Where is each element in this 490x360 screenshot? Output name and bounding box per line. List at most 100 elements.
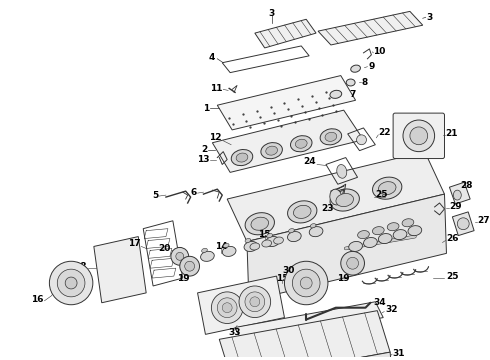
- Text: 32: 32: [385, 305, 398, 314]
- Ellipse shape: [291, 136, 312, 152]
- Ellipse shape: [346, 79, 355, 86]
- Text: 15: 15: [258, 230, 271, 239]
- Ellipse shape: [231, 149, 253, 166]
- Text: 12: 12: [209, 133, 221, 142]
- Polygon shape: [235, 302, 383, 343]
- Polygon shape: [449, 182, 470, 204]
- Text: 25: 25: [446, 271, 459, 280]
- Ellipse shape: [393, 230, 407, 240]
- Circle shape: [410, 127, 428, 145]
- Circle shape: [49, 261, 93, 305]
- Polygon shape: [217, 76, 356, 130]
- Ellipse shape: [330, 189, 359, 211]
- Circle shape: [245, 292, 265, 312]
- Text: 3: 3: [269, 9, 275, 18]
- Ellipse shape: [262, 240, 271, 247]
- Circle shape: [180, 256, 199, 276]
- Ellipse shape: [330, 90, 342, 98]
- Circle shape: [65, 277, 77, 289]
- Ellipse shape: [336, 193, 353, 207]
- Text: 25: 25: [375, 190, 388, 199]
- Circle shape: [285, 261, 328, 305]
- Ellipse shape: [387, 223, 399, 231]
- Text: 18: 18: [74, 262, 87, 271]
- Text: 4: 4: [209, 53, 215, 62]
- Polygon shape: [452, 212, 474, 235]
- Ellipse shape: [266, 237, 279, 247]
- Circle shape: [347, 257, 359, 269]
- Ellipse shape: [223, 243, 229, 248]
- Ellipse shape: [320, 129, 342, 145]
- Text: 14: 14: [215, 242, 227, 251]
- Ellipse shape: [200, 251, 214, 261]
- Ellipse shape: [453, 190, 461, 200]
- Polygon shape: [247, 194, 446, 301]
- Ellipse shape: [273, 237, 283, 244]
- Text: 1: 1: [203, 104, 209, 113]
- Text: 24: 24: [303, 157, 316, 166]
- Circle shape: [222, 303, 232, 312]
- Circle shape: [211, 292, 243, 324]
- Ellipse shape: [250, 243, 260, 250]
- Text: 27: 27: [477, 216, 490, 225]
- Ellipse shape: [289, 229, 294, 233]
- Text: 26: 26: [446, 234, 459, 243]
- Circle shape: [403, 120, 435, 152]
- Ellipse shape: [251, 217, 269, 230]
- Ellipse shape: [378, 182, 396, 195]
- Text: 19: 19: [177, 274, 190, 283]
- Text: 7: 7: [350, 90, 356, 99]
- Ellipse shape: [330, 189, 342, 205]
- Circle shape: [457, 218, 469, 230]
- Ellipse shape: [349, 242, 363, 252]
- Circle shape: [57, 269, 85, 297]
- Ellipse shape: [294, 205, 311, 219]
- Ellipse shape: [201, 248, 207, 252]
- FancyBboxPatch shape: [393, 113, 444, 158]
- Text: 30: 30: [282, 266, 294, 275]
- Text: 3: 3: [427, 13, 433, 22]
- Ellipse shape: [337, 165, 347, 178]
- Text: 21: 21: [445, 129, 458, 138]
- Ellipse shape: [244, 242, 258, 252]
- Text: 29: 29: [449, 202, 462, 211]
- Polygon shape: [220, 311, 390, 360]
- Polygon shape: [197, 276, 285, 334]
- Text: 33: 33: [229, 328, 242, 337]
- Ellipse shape: [245, 213, 274, 235]
- Text: 2: 2: [201, 145, 207, 154]
- Text: 19: 19: [338, 274, 350, 283]
- Text: 16: 16: [31, 295, 44, 304]
- Text: 11: 11: [210, 84, 222, 93]
- Ellipse shape: [288, 201, 317, 223]
- Circle shape: [293, 269, 320, 297]
- Text: 13: 13: [197, 155, 209, 164]
- Circle shape: [239, 286, 270, 318]
- Text: 8: 8: [362, 78, 368, 87]
- Text: 20: 20: [158, 244, 171, 253]
- Text: 6: 6: [190, 188, 196, 197]
- Polygon shape: [94, 237, 146, 303]
- Text: 34: 34: [373, 298, 386, 307]
- Text: 5: 5: [152, 190, 158, 199]
- Circle shape: [250, 297, 260, 307]
- Ellipse shape: [378, 234, 392, 244]
- Ellipse shape: [222, 246, 236, 256]
- Text: 9: 9: [368, 62, 375, 71]
- Circle shape: [176, 252, 184, 260]
- Ellipse shape: [310, 224, 316, 228]
- Ellipse shape: [295, 139, 307, 148]
- Ellipse shape: [325, 132, 337, 141]
- Ellipse shape: [402, 219, 414, 227]
- Text: 15: 15: [276, 274, 289, 283]
- Text: 10: 10: [373, 48, 386, 57]
- Ellipse shape: [288, 231, 301, 242]
- Polygon shape: [232, 352, 391, 360]
- Circle shape: [217, 298, 237, 318]
- Polygon shape: [212, 110, 364, 172]
- Text: 23: 23: [321, 204, 334, 213]
- Text: 22: 22: [378, 129, 391, 138]
- Polygon shape: [255, 19, 316, 48]
- Text: 28: 28: [460, 181, 473, 190]
- Text: 31: 31: [392, 348, 405, 357]
